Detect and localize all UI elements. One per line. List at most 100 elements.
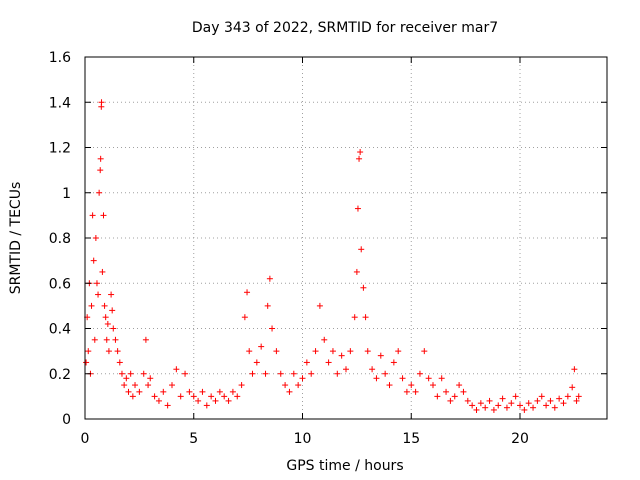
data-point xyxy=(456,382,463,389)
data-point xyxy=(190,393,197,400)
data-point xyxy=(321,336,328,343)
data-point xyxy=(105,348,112,355)
data-point xyxy=(89,212,96,219)
data-point xyxy=(382,370,389,377)
data-point xyxy=(430,382,436,389)
data-point xyxy=(290,370,297,377)
data-point xyxy=(110,325,117,332)
data-point xyxy=(85,348,92,355)
data-point xyxy=(216,388,223,395)
data-point xyxy=(460,388,467,395)
data-point xyxy=(543,402,550,409)
axis-ticks xyxy=(84,56,607,420)
data-point xyxy=(164,402,171,409)
data-point xyxy=(564,393,571,400)
data-point xyxy=(377,352,384,359)
data-point xyxy=(451,393,458,400)
data-point xyxy=(234,393,241,400)
data-point xyxy=(354,205,361,212)
data-point xyxy=(403,388,410,395)
data-point xyxy=(229,388,236,395)
data-point xyxy=(390,359,397,366)
data-point xyxy=(575,393,582,400)
data-point xyxy=(312,348,319,355)
data-point xyxy=(277,370,284,377)
data-point xyxy=(443,388,450,395)
data-point xyxy=(103,336,110,343)
data-point xyxy=(490,406,497,413)
data-point xyxy=(155,397,162,404)
data-point xyxy=(266,275,273,282)
y-tick-label: 0.6 xyxy=(49,276,71,292)
data-point xyxy=(347,348,354,355)
data-point xyxy=(357,149,364,156)
data-point xyxy=(269,325,276,332)
data-point xyxy=(93,280,100,287)
data-point xyxy=(112,336,119,343)
data-point xyxy=(556,395,563,402)
data-point xyxy=(95,291,102,298)
data-point xyxy=(508,400,515,407)
data-point xyxy=(92,235,99,241)
y-tick-label: 0.2 xyxy=(49,367,71,383)
data-point xyxy=(551,404,558,411)
data-point xyxy=(96,189,103,196)
data-point xyxy=(503,404,510,411)
data-point xyxy=(399,375,406,382)
data-point xyxy=(244,289,251,296)
data-point xyxy=(91,336,98,343)
data-point xyxy=(412,388,419,395)
data-point xyxy=(316,302,323,309)
data-point xyxy=(160,388,167,395)
data-point xyxy=(246,348,253,355)
y-tick-label: 0 xyxy=(62,412,71,428)
x-tick-label: 15 xyxy=(402,431,420,447)
data-point xyxy=(121,382,128,389)
data-point xyxy=(258,343,265,350)
data-point xyxy=(482,404,489,411)
data-point xyxy=(238,382,245,389)
data-point xyxy=(177,393,184,400)
data-point xyxy=(97,155,104,162)
data-points xyxy=(83,99,582,413)
data-point xyxy=(108,291,115,298)
data-point xyxy=(118,370,125,377)
data-point xyxy=(512,393,519,400)
data-point xyxy=(100,212,107,219)
data-point xyxy=(343,366,349,373)
data-point xyxy=(303,359,310,366)
data-point xyxy=(142,336,149,343)
data-point xyxy=(521,406,528,413)
data-point xyxy=(182,370,189,377)
data-point xyxy=(425,375,432,382)
data-point xyxy=(203,402,210,409)
x-tick-label: 10 xyxy=(294,431,312,447)
data-point xyxy=(140,370,147,377)
data-point xyxy=(173,366,180,373)
data-point xyxy=(469,402,476,409)
data-point xyxy=(360,284,367,291)
x-tick-label: 20 xyxy=(511,431,529,447)
x-tick-label: 5 xyxy=(189,431,198,447)
data-point xyxy=(114,348,121,355)
data-point xyxy=(525,400,532,407)
data-point xyxy=(362,314,369,321)
y-tick-label: 1 xyxy=(62,186,71,202)
data-point xyxy=(241,314,248,321)
x-tick-labels: 0 5 10 15 20 xyxy=(81,431,529,447)
data-point xyxy=(351,314,358,321)
data-point xyxy=(99,268,106,275)
data-point xyxy=(499,395,506,402)
data-point xyxy=(353,268,360,275)
y-tick-label: 1.2 xyxy=(49,141,71,157)
data-point xyxy=(123,375,130,382)
data-point xyxy=(369,366,376,373)
data-point xyxy=(338,352,345,359)
data-point xyxy=(116,359,123,366)
data-point xyxy=(151,393,158,400)
data-point xyxy=(334,370,341,377)
data-point xyxy=(132,382,139,389)
data-point xyxy=(299,375,306,382)
data-point xyxy=(98,99,105,106)
data-point xyxy=(569,384,576,391)
